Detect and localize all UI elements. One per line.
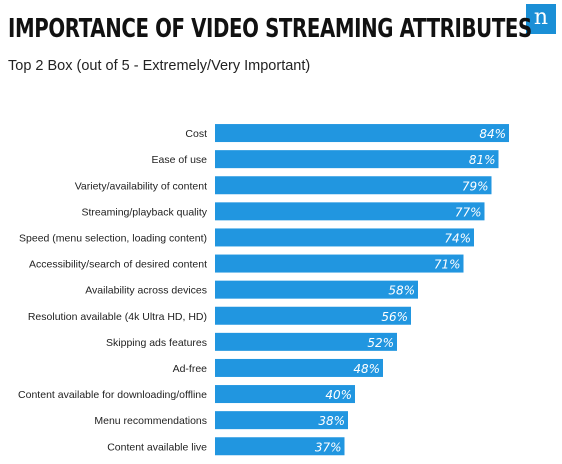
category-label: Content available for downloading/offlin… xyxy=(18,389,207,401)
value-label: 52% xyxy=(367,336,394,350)
value-label: 74% xyxy=(444,231,471,245)
category-label: Skipping ads features xyxy=(106,337,207,349)
value-label: 84% xyxy=(479,127,506,141)
value-label: 81% xyxy=(469,153,496,167)
bar-chart: Cost 84% Ease of use 81% Variety/availabilit… xyxy=(18,124,509,456)
bar xyxy=(215,280,418,299)
value-label: 56% xyxy=(381,310,408,324)
chart-title: IMPORTANCE OF VIDEO STREAMING ATTRIBUTES xyxy=(8,14,532,44)
chart-subtitle: Top 2 Box (out of 5 - Extremely/Very Imp… xyxy=(8,58,311,74)
bar xyxy=(215,411,348,430)
category-label: Ease of use xyxy=(152,154,208,166)
category-label: Ad-free xyxy=(173,363,208,375)
category-label: Menu recommendations xyxy=(94,415,207,427)
value-label: 79% xyxy=(462,179,489,193)
category-label: Resolution available (4k Ultra HD, HD) xyxy=(28,311,207,323)
bar xyxy=(215,150,499,169)
category-label: Speed (menu selection, loading content) xyxy=(19,232,207,244)
value-label: 71% xyxy=(434,258,461,272)
category-label: Cost xyxy=(185,128,207,140)
logo: n xyxy=(526,4,556,34)
value-label: 38% xyxy=(318,414,345,428)
category-label: Content available live xyxy=(107,441,207,453)
bar xyxy=(215,176,492,195)
bar xyxy=(215,254,464,273)
bar xyxy=(215,306,411,325)
bar xyxy=(215,385,355,404)
value-label: 37% xyxy=(315,440,342,454)
logo-text: n xyxy=(533,5,549,30)
bar xyxy=(215,332,397,351)
value-label: 77% xyxy=(455,205,482,219)
bar xyxy=(215,202,485,221)
bar xyxy=(215,437,345,456)
value-label: 48% xyxy=(353,362,380,376)
bar xyxy=(215,358,383,377)
category-label: Variety/availability of content xyxy=(75,180,207,192)
value-label: 58% xyxy=(388,284,415,298)
category-label: Streaming/playback quality xyxy=(82,206,208,218)
category-label: Accessibility/search of desired content xyxy=(29,259,207,271)
bar xyxy=(215,124,509,143)
category-label: Availability across devices xyxy=(85,285,207,297)
bar xyxy=(215,228,474,247)
value-label: 40% xyxy=(325,388,352,402)
